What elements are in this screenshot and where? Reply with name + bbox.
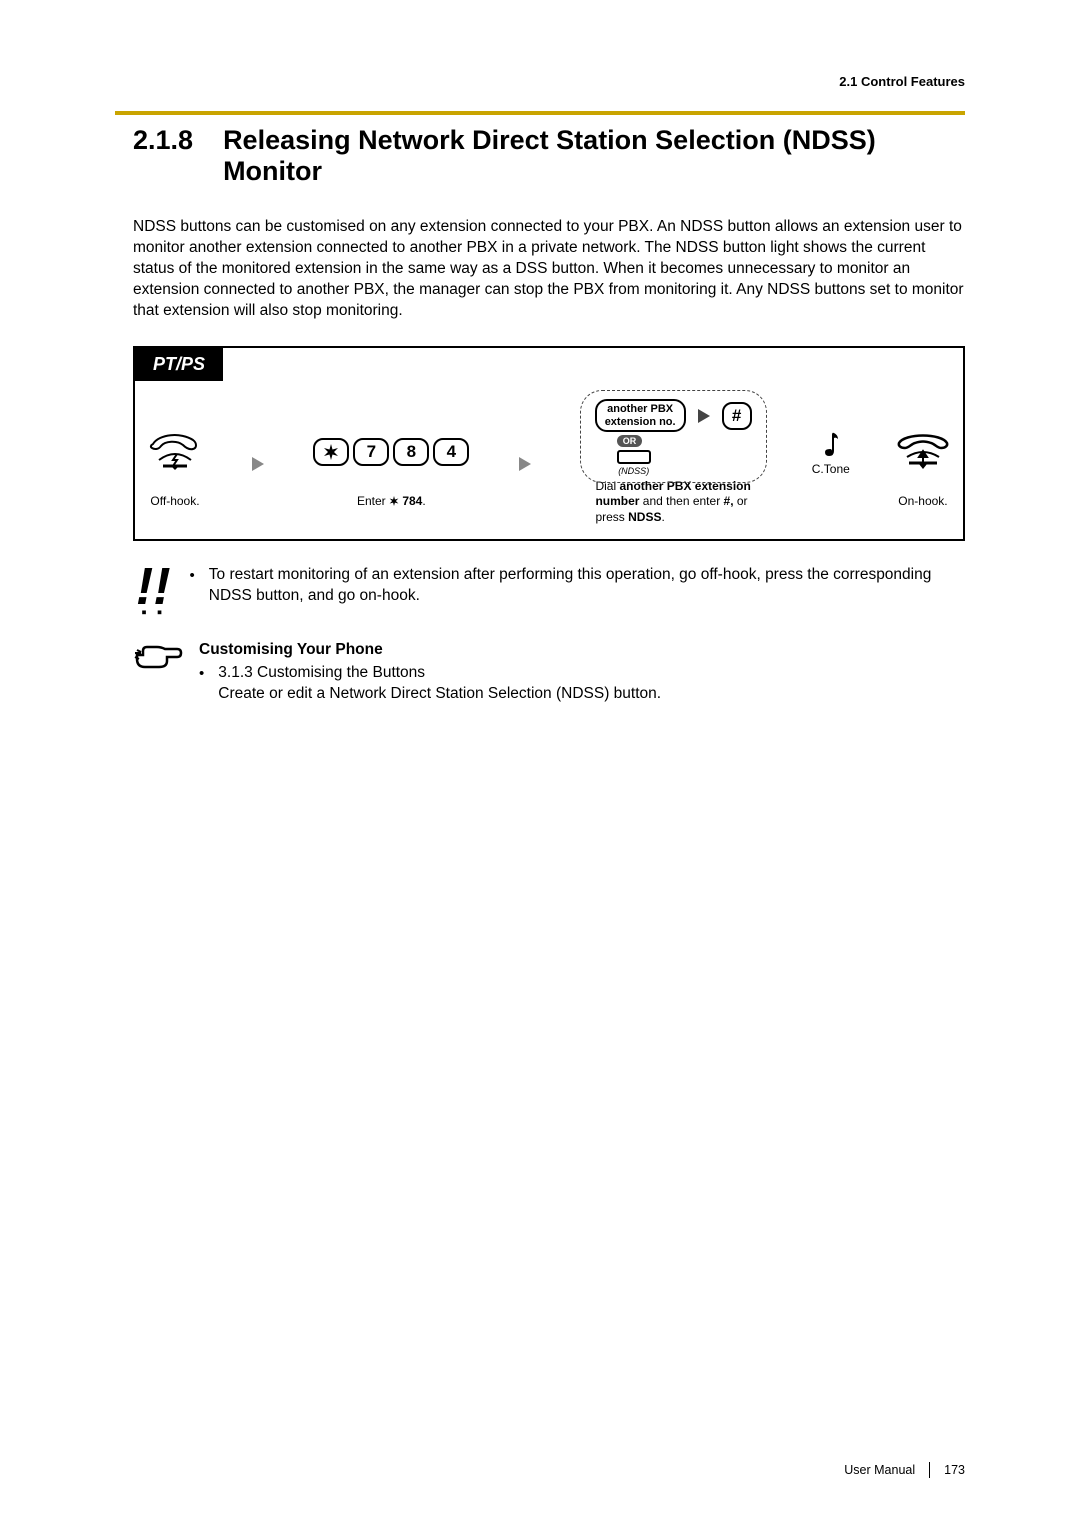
option-group: another PBX extension no. # OR (NDSS) — [580, 390, 767, 483]
ndss-label: (NDSS) — [618, 466, 649, 476]
step-offhook: Off-hook. — [147, 418, 203, 510]
intro-paragraph: NDSS buttons can be customised on any ex… — [133, 217, 965, 322]
footer-page-number: 173 — [944, 1463, 965, 1477]
enter-code-text: 784 — [399, 494, 422, 508]
arrow-icon — [519, 457, 531, 471]
exclaim-icon: !! ▪ ▪ — [133, 565, 174, 620]
key-star — [313, 438, 349, 466]
note-bullet: • To restart monitoring of an extension … — [190, 565, 966, 607]
flow-row: Off-hook. 7 8 — [147, 403, 951, 526]
section-number: 2.1.8 — [133, 125, 193, 156]
step-dial-option: another PBX extension no. # OR (NDSS) — [580, 403, 767, 526]
important-note: !! ▪ ▪ • To restart monitoring of an ext… — [133, 565, 965, 620]
customising-text: 3.1.3 Customising the Buttons Create or … — [218, 663, 661, 705]
ext-line1: another PBX — [605, 403, 676, 416]
enter-caption: Enter 784. — [357, 494, 426, 510]
key-8: 8 — [393, 438, 429, 466]
dial-t2b: and then enter — [639, 494, 723, 508]
page-footer: User Manual 173 — [844, 1462, 965, 1478]
tone-icon-wrap: C.Tone — [812, 429, 850, 476]
cust-line2: Create or edit a Network Direct Station … — [218, 685, 661, 702]
star-icon-small — [389, 496, 399, 506]
section-title-text: Releasing Network Direct Station Selecti… — [223, 125, 965, 187]
section-heading: 2.1.8 Releasing Network Direct Station S… — [133, 125, 965, 187]
ext-line2: extension no. — [605, 416, 676, 429]
procedure-diagram: PT/PS Off-hook. — [133, 346, 965, 542]
step-enter-code: 7 8 4 Enter 784. — [313, 418, 469, 510]
page: 2.1 Control Features 2.1.8 Releasing Net… — [0, 0, 1080, 1528]
bullet-dot: • — [199, 663, 204, 705]
dial-caption: Dial another PBX extension number and th… — [595, 479, 750, 526]
ndss-key-icon — [617, 450, 651, 464]
hand-pointing-icon — [133, 641, 183, 673]
dial-t2a: number — [595, 494, 639, 508]
enter-suffix: . — [422, 494, 425, 508]
or-label: OR — [617, 435, 643, 447]
note-text: To restart monitoring of an extension af… — [209, 565, 965, 607]
dial-t3b: NDSS — [628, 510, 661, 524]
customising-content: Customising Your Phone • 3.1.3 Customisi… — [199, 641, 661, 705]
customising-bullet: • 3.1.3 Customising the Buttons Create o… — [199, 663, 661, 705]
header-rule — [115, 111, 965, 115]
header-breadcrumb: 2.1 Control Features — [115, 74, 965, 89]
ctone-spacer — [829, 494, 832, 510]
offhook-caption: Off-hook. — [150, 494, 199, 510]
arrow-icon — [252, 457, 264, 471]
music-note-icon — [818, 429, 844, 459]
customising-section: Customising Your Phone • 3.1.3 Customisi… — [133, 641, 965, 705]
diagram-label: PT/PS — [135, 348, 223, 381]
keypad-keys: 7 8 4 — [313, 438, 469, 466]
ndss-button: (NDSS) — [617, 450, 651, 476]
ctone-label: C.Tone — [812, 462, 850, 476]
phone-onhook-icon — [895, 431, 951, 473]
footer-label: User Manual — [844, 1463, 915, 1477]
key-hash: # — [722, 402, 752, 430]
phone-offhook-icon — [147, 430, 203, 474]
cust-line1: 3.1.3 Customising the Buttons — [218, 664, 425, 681]
bullet-dot: • — [190, 565, 195, 607]
star-icon — [323, 444, 339, 460]
dial-t2c: #, — [724, 494, 734, 508]
step-onhook: On-hook. — [895, 418, 951, 510]
diagram-body: Off-hook. 7 8 — [135, 381, 963, 540]
dial-t3a: press — [595, 510, 628, 524]
extension-number-box: another PBX extension no. — [595, 399, 686, 432]
footer-divider — [929, 1462, 930, 1478]
arrow-icon — [698, 409, 710, 423]
key-7: 7 — [353, 438, 389, 466]
dial-t2d: or — [734, 494, 748, 508]
customising-title: Customising Your Phone — [199, 641, 661, 659]
step-ctone: C.Tone — [812, 418, 850, 510]
dial-t3c: . — [661, 510, 664, 524]
option-top-row: another PBX extension no. # — [595, 399, 752, 432]
onhook-caption: On-hook. — [898, 494, 947, 510]
key-4: 4 — [433, 438, 469, 466]
enter-prefix: Enter — [357, 494, 389, 508]
